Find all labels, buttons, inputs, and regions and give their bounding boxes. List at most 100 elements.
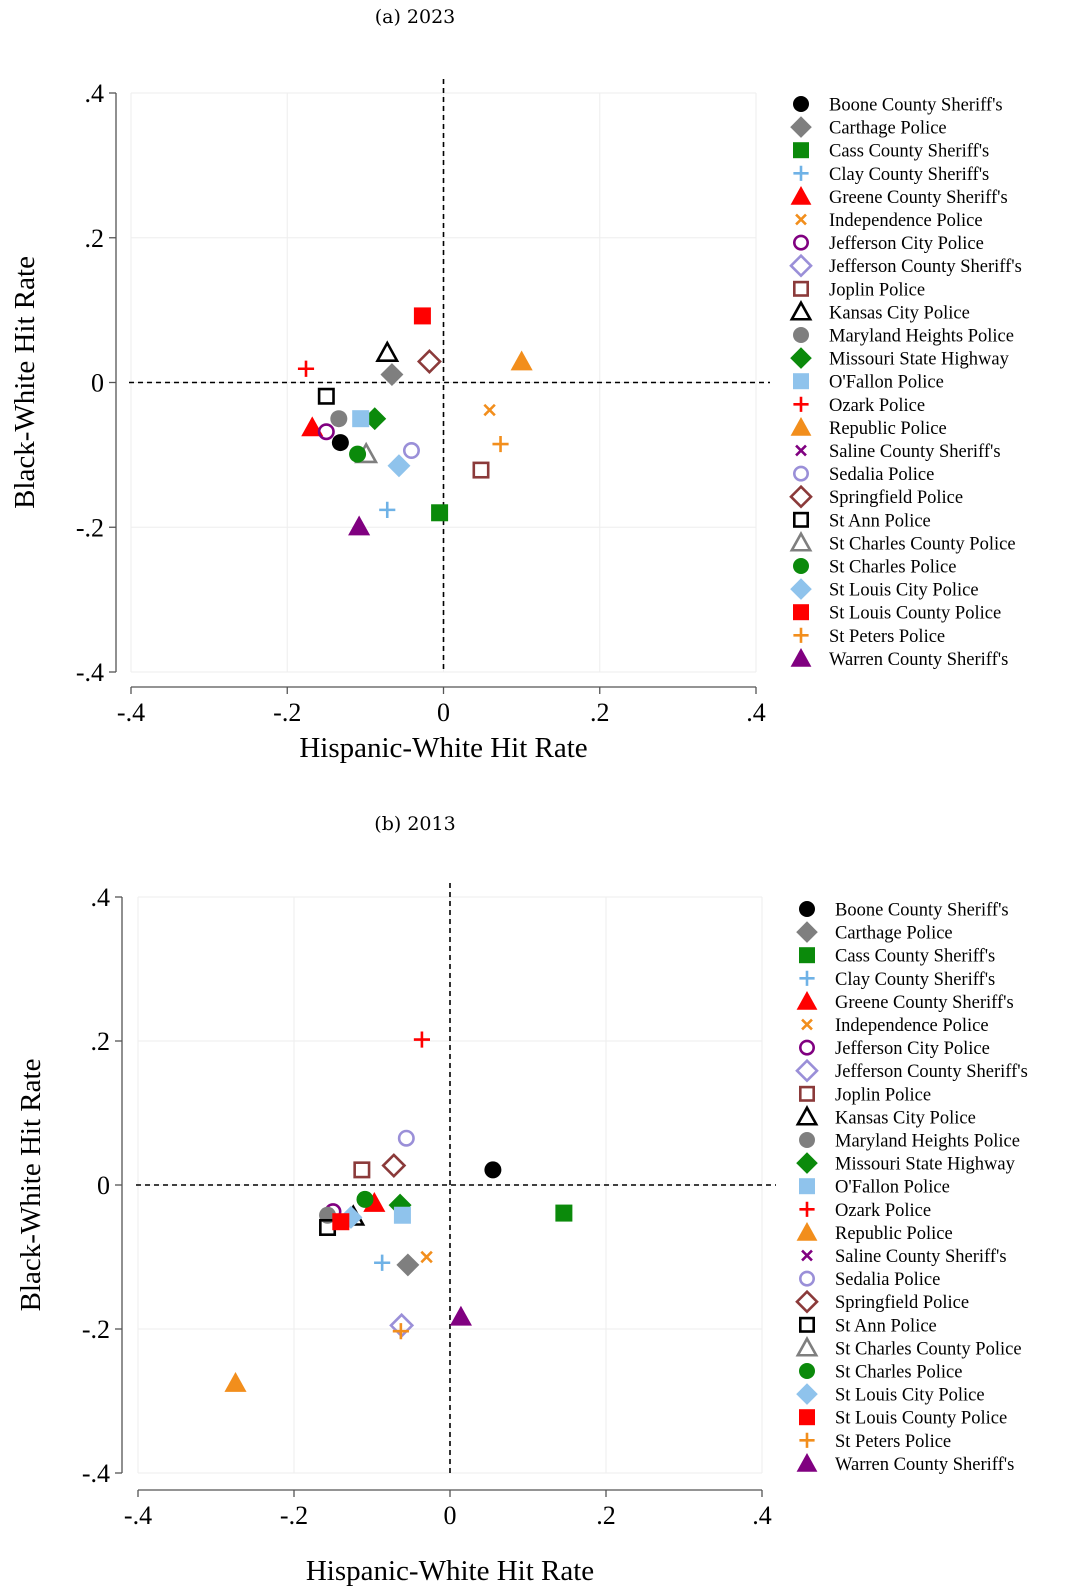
legend-label-greene-county-sheriff-s: Greene County Sheriff's — [835, 993, 1014, 1013]
point-warren-county-sheriff-s — [348, 515, 371, 536]
legend-label-joplin-police: Joplin Police — [835, 1085, 931, 1105]
y-tick-label: .4 — [91, 883, 111, 912]
point-republic-police — [224, 1371, 247, 1392]
legend-marker-st-peters-police — [793, 627, 809, 643]
legend-label-st-peters-police: St Peters Police — [835, 1432, 951, 1452]
legend-label-o-fallon-police: O'Fallon Police — [835, 1178, 950, 1198]
data-points — [224, 1031, 573, 1392]
legend-marker-joplin-police — [792, 280, 809, 297]
legend-label-boone-county-sheriff-s: Boone County Sheriff's — [835, 901, 1009, 921]
legend-marker-greene-county-sheriff-s — [790, 186, 812, 205]
legend-marker-independence-police — [801, 1018, 813, 1031]
y-tick-label: -.4 — [82, 1459, 110, 1488]
x-tick-label: .4 — [752, 1501, 772, 1530]
legend-label-joplin-police: Joplin Police — [829, 280, 925, 300]
legend-label-jefferson-city-police: Jefferson City Police — [829, 234, 984, 254]
legend-marker-st-peters-police — [799, 1432, 815, 1448]
x-tick-label: -.2 — [280, 1501, 308, 1530]
point-st-louis-county-police — [332, 1213, 350, 1231]
legend-label-st-louis-city-police: St Louis City Police — [829, 581, 979, 601]
legend-label-carthage-police: Carthage Police — [835, 924, 953, 944]
y-tick-label: .2 — [85, 224, 105, 253]
legend-label-saline-county-sheriff-s: Saline County Sheriff's — [835, 1247, 1007, 1267]
point-sedalia-police — [397, 1129, 415, 1147]
point-boone-county-sheriff-s — [484, 1161, 502, 1179]
legend-marker-o-fallon-police — [793, 373, 809, 390]
legend-marker-jefferson-county-sheriff-s — [795, 1058, 819, 1083]
chart-panel-2013: (b) 2013 .4 .2 0 -.2 -.4 Black-White Hit Rate… — [0, 800, 1083, 1591]
legend-marker-cass-county-sheriff-s — [793, 142, 809, 159]
point-independence-police — [420, 1250, 433, 1264]
point-carthage-police — [380, 363, 404, 387]
legend-marker-independence-police — [795, 213, 807, 226]
legend-label-st-peters-police: St Peters Police — [829, 627, 945, 647]
point-st-charles-police — [356, 1190, 374, 1208]
legend-label-maryland-heights-police: Maryland Heights Police — [829, 327, 1014, 347]
legend-marker-sedalia-police — [792, 465, 809, 482]
legend-marker-st-charles-police — [793, 558, 809, 574]
legend-marker-st-ann-police — [798, 1316, 815, 1333]
legend-marker-ozark-police — [793, 396, 809, 412]
point-carthage-police — [396, 1253, 420, 1277]
point-st-louis-city-police — [387, 454, 411, 478]
legend-marker-missouri-state-highway — [796, 1152, 818, 1174]
legend-label-sedalia-police: Sedalia Police — [835, 1270, 940, 1290]
legend-marker-jefferson-county-sheriff-s — [789, 253, 813, 278]
legend-marker-sedalia-police — [798, 1270, 815, 1287]
legend-marker-maryland-heights-police — [799, 1132, 815, 1148]
point-missouri-state-highway — [388, 1193, 412, 1217]
legend-marker-republic-police — [790, 417, 812, 436]
x-tick-label: .2 — [596, 1501, 616, 1530]
point-st-peters-police — [492, 435, 509, 453]
legend-label-missouri-state-highway: Missouri State Highway — [835, 1155, 1016, 1175]
panel-title: (a) 2023 — [374, 6, 456, 28]
x-axis-title: Hispanic-White Hit Rate — [306, 1555, 594, 1587]
legend-label-st-charles-police: St Charles Police — [835, 1363, 962, 1383]
y-tick-label: .4 — [85, 79, 105, 108]
x-tick-label: .2 — [590, 698, 610, 727]
y-tick-label: 0 — [91, 369, 104, 398]
legend-marker-st-charles-county-police — [795, 1336, 819, 1357]
legend-label-carthage-police: Carthage Police — [829, 119, 947, 139]
legend-marker-joplin-police — [798, 1085, 815, 1102]
y-axis: .4 .2 0 -.2 -.4 Black-White Hit Rate — [9, 79, 117, 687]
x-axis: -.4 -.2 0 .2 .4 Hispanic-White Hit Rate — [124, 1489, 772, 1587]
legend-marker-st-charles-police — [799, 1363, 815, 1379]
y-tick-label: 0 — [97, 1171, 110, 1200]
point-ozark-police — [297, 360, 315, 377]
legend-marker-carthage-police — [790, 116, 812, 138]
legend-marker-saline-county-sheriff-s — [795, 444, 807, 457]
legend-label-st-charles-police: St Charles Police — [829, 558, 956, 578]
legend-marker-saline-county-sheriff-s — [801, 1249, 813, 1262]
legend-label-missouri-state-highway: Missouri State Highway — [829, 350, 1010, 370]
legend-marker-kansas-city-police — [789, 300, 813, 321]
chart-panel-2023: (a) 2023 .4 .2 0 -.2 -.4 Black-White Hit Rate… — [9, 6, 1022, 764]
legend-label-greene-county-sheriff-s: Greene County Sheriff's — [829, 188, 1008, 208]
x-tick-label: -.4 — [124, 1501, 152, 1530]
legend-label-st-ann-police: St Ann Police — [835, 1316, 937, 1336]
x-tick-label: -.2 — [273, 698, 301, 727]
y-tick-label: -.2 — [76, 513, 104, 542]
legend-label-springfield-police: Springfield Police — [835, 1293, 969, 1313]
point-clay-county-sheriff-s — [379, 501, 396, 518]
legend-label-kansas-city-police: Kansas City Police — [829, 303, 970, 323]
point-joplin-police — [353, 1161, 371, 1179]
point-st-louis-county-police — [413, 307, 431, 325]
legend-label-republic-police: Republic Police — [835, 1224, 953, 1244]
legend-marker-o-fallon-police — [799, 1178, 815, 1195]
legend-label-ozark-police: Ozark Police — [829, 396, 925, 416]
legend-marker-kansas-city-police — [795, 1105, 819, 1126]
legend-marker-boone-county-sheriff-s — [793, 96, 809, 112]
point-maryland-heights-police — [330, 410, 348, 428]
legend-marker-springfield-police — [795, 1289, 819, 1314]
legend-label-cass-county-sheriff-s: Cass County Sheriff's — [829, 142, 989, 162]
legend-marker-st-ann-police — [792, 511, 809, 528]
legend-marker-st-louis-city-police — [796, 1383, 818, 1405]
x-axis: -.4 -.2 0 .2 .4 Hispanic-White Hit Rate — [117, 686, 766, 764]
point-springfield-police — [416, 349, 442, 374]
legend-marker-ozark-police — [799, 1201, 815, 1217]
point-independence-police — [483, 403, 496, 417]
legend: Boone County Sheriff's Carthage Police Cas… — [795, 901, 1028, 1475]
y-axis-title: Black-White Hit Rate — [15, 1059, 47, 1312]
data-points — [297, 307, 533, 536]
